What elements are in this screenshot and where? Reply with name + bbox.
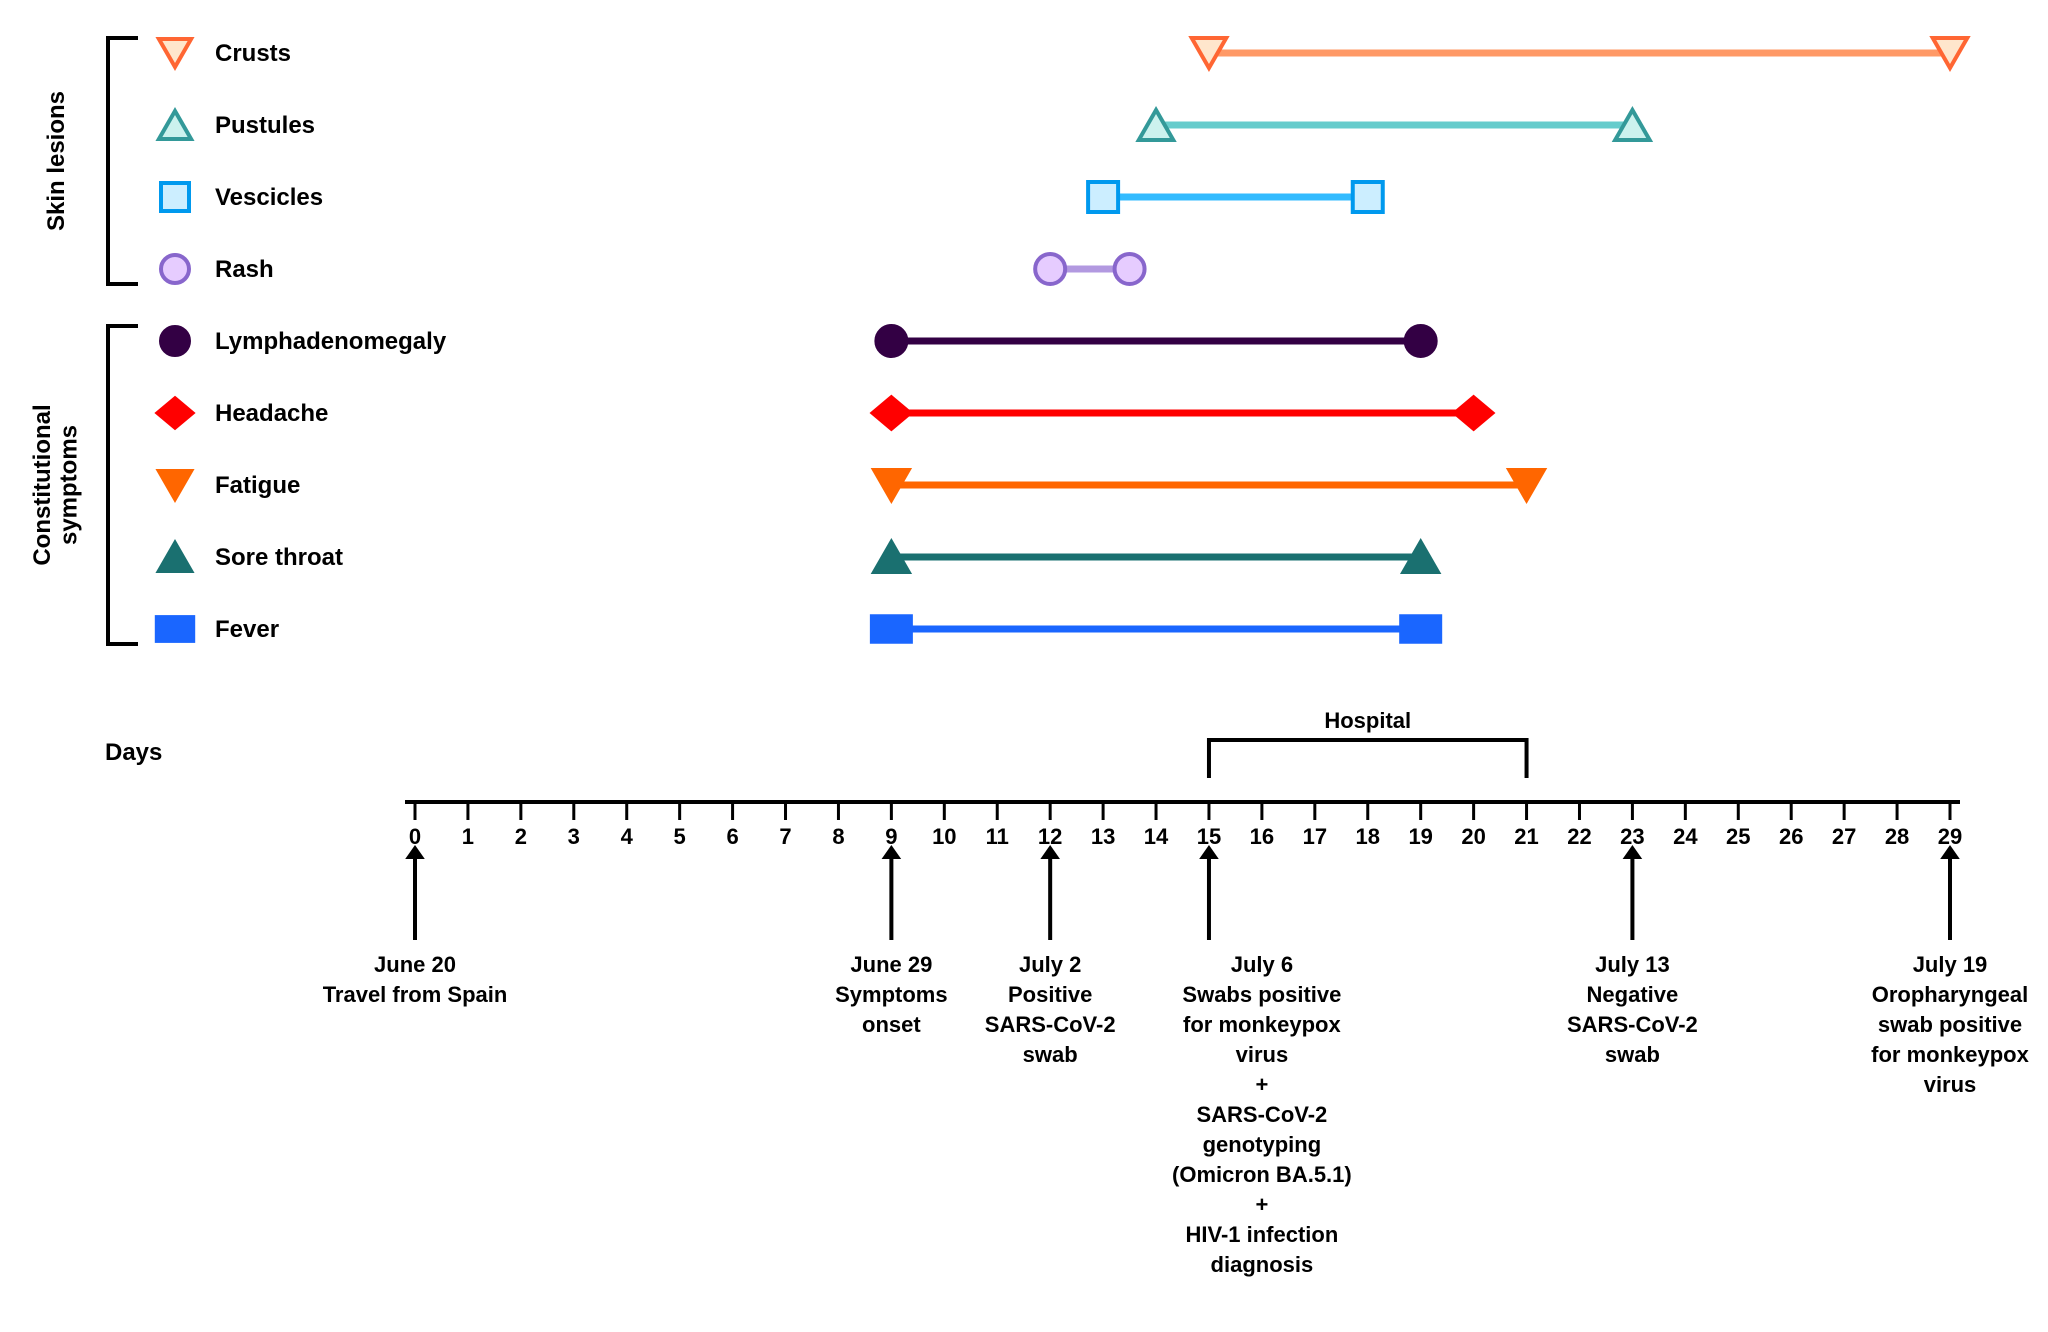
event-label: + — [1255, 1072, 1268, 1097]
series-label: Sore throat — [215, 544, 343, 571]
series-label: Pustules — [215, 112, 315, 139]
event-label: Symptoms — [835, 982, 947, 1007]
x-tick-label: 24 — [1673, 824, 1698, 849]
event-label: virus — [1924, 1072, 1977, 1097]
event-label: onset — [862, 1012, 921, 1037]
event-label: for monkeypox — [1183, 1012, 1341, 1037]
x-tick-label: 18 — [1356, 824, 1380, 849]
x-tick-label: 22 — [1567, 824, 1591, 849]
event-label: swab — [1023, 1042, 1078, 1067]
series-label: Fever — [215, 616, 279, 643]
series-label: Headache — [215, 400, 328, 427]
x-tick-label: 2 — [515, 824, 527, 849]
x-tick-label: 8 — [832, 824, 844, 849]
event-label: Oropharyngeal — [1872, 982, 2028, 1007]
x-tick-label: 11 — [986, 824, 1009, 849]
event-label: July 13 — [1595, 952, 1670, 977]
x-tick-label: 19 — [1408, 824, 1432, 849]
event-label: July 19 — [1913, 952, 1988, 977]
event-label: Negative — [1587, 982, 1679, 1007]
event-label: Travel from Spain — [323, 982, 508, 1007]
event-label: swab positive — [1878, 1012, 2022, 1037]
event-label: July 6 — [1231, 952, 1293, 977]
x-tick-label: 27 — [1832, 824, 1856, 849]
series-label: Fatigue — [215, 472, 300, 499]
x-tick-label: 14 — [1144, 824, 1169, 849]
event-label: HIV-1 infection — [1185, 1222, 1338, 1247]
event-label: + — [1255, 1192, 1268, 1217]
event-label: (Omicron BA.5.1) — [1172, 1162, 1352, 1187]
x-tick-label: 5 — [674, 824, 686, 849]
group-label: Skin lesions — [43, 91, 70, 231]
series-label: Vescicles — [215, 184, 323, 211]
event-label: June 29 — [850, 952, 932, 977]
x-tick-label: 4 — [621, 824, 634, 849]
x-tick-label: 1 — [462, 824, 474, 849]
x-tick-label: 13 — [1091, 824, 1115, 849]
group-label: symptoms — [55, 425, 82, 545]
x-tick-label: 10 — [932, 824, 956, 849]
event-label: June 20 — [374, 952, 456, 977]
event-label: Positive — [1008, 982, 1092, 1007]
x-tick-label: 7 — [779, 824, 791, 849]
hospital-label: Hospital — [1324, 708, 1411, 733]
event-label: SARS-CoV-2 — [985, 1012, 1116, 1037]
event-label: SARS-CoV-2 — [1567, 1012, 1698, 1037]
x-tick-label: 6 — [726, 824, 738, 849]
event-label: SARS-CoV-2 — [1196, 1102, 1327, 1127]
event-label: genotyping — [1203, 1132, 1322, 1157]
x-tick-label: 17 — [1303, 824, 1327, 849]
event-label: swab — [1605, 1042, 1660, 1067]
series-label: Rash — [215, 256, 274, 283]
event-label: diagnosis — [1211, 1252, 1314, 1277]
event-label: Swabs positive — [1182, 982, 1341, 1007]
series-label: Crusts — [215, 40, 291, 67]
event-label: July 2 — [1019, 952, 1081, 977]
event-label: for monkeypox — [1871, 1042, 2029, 1067]
x-tick-label: 25 — [1726, 824, 1750, 849]
x-tick-label: 21 — [1514, 824, 1538, 849]
event-label: virus — [1236, 1042, 1289, 1067]
x-tick-label: 3 — [568, 824, 580, 849]
x-tick-label: 16 — [1250, 824, 1274, 849]
group-label: Constitutional — [29, 404, 56, 565]
series-label: Lymphadenomegaly — [215, 328, 447, 355]
x-tick-label: 26 — [1779, 824, 1803, 849]
x-tick-label: 20 — [1461, 824, 1485, 849]
x-tick-label: 28 — [1885, 824, 1909, 849]
days-label: Days — [105, 739, 162, 766]
